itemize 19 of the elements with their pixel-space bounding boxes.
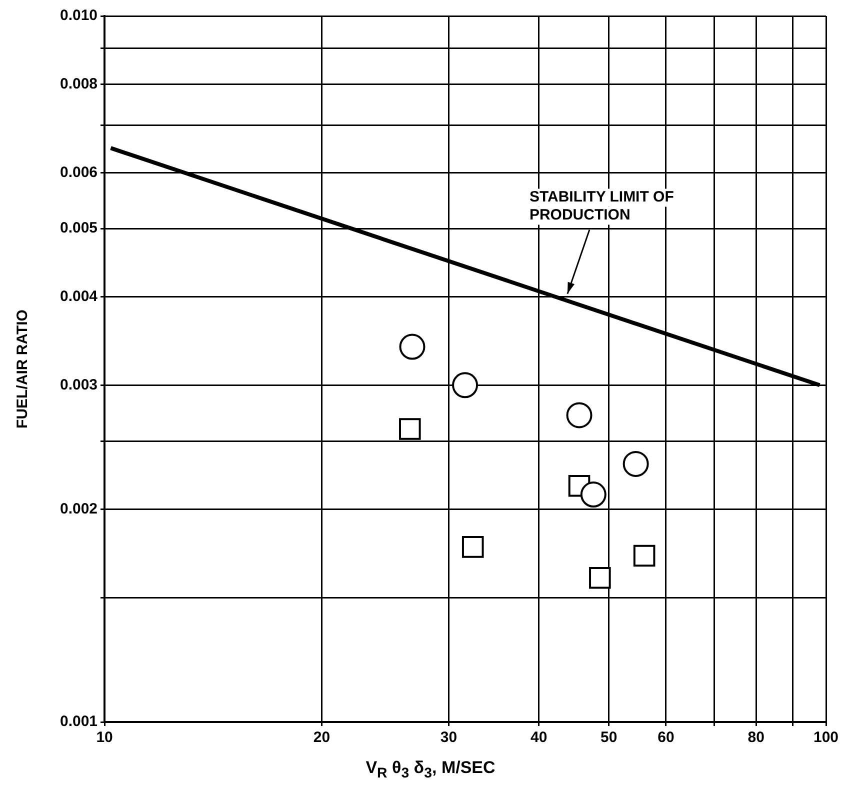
y-tick-label: 0.010 — [60, 7, 98, 24]
y-tick-label: 0.002 — [60, 500, 98, 518]
y-tick-label: 0.003 — [60, 376, 98, 394]
x-tick-label: 60 — [658, 729, 674, 746]
x-tick-label: 100 — [813, 729, 839, 746]
y-axis-title: FUEL/AIR RATIO — [14, 309, 32, 428]
x-tick-label: 30 — [440, 729, 458, 746]
x-tick-label: 80 — [748, 729, 764, 746]
y-tick-label: 0.004 — [60, 288, 98, 306]
x-tick-label: 10 — [96, 729, 113, 746]
x-tick-label: 40 — [530, 729, 548, 746]
y-tick-label: 0.008 — [60, 76, 98, 93]
x-tick-label: 20 — [313, 729, 330, 746]
y-tick-label: 0.001 — [60, 713, 98, 730]
annotation: STABILITY LIMIT OF PRODUCTION — [529, 188, 674, 224]
x-tick-label: 50 — [600, 729, 618, 746]
y-tick-label: 0.005 — [60, 220, 98, 237]
y-tick-label: 0.006 — [60, 164, 98, 181]
x-axis-title: V$_{R}$ θ$_{3}$ δ$_{3}$, M/SEC — [364, 758, 496, 782]
